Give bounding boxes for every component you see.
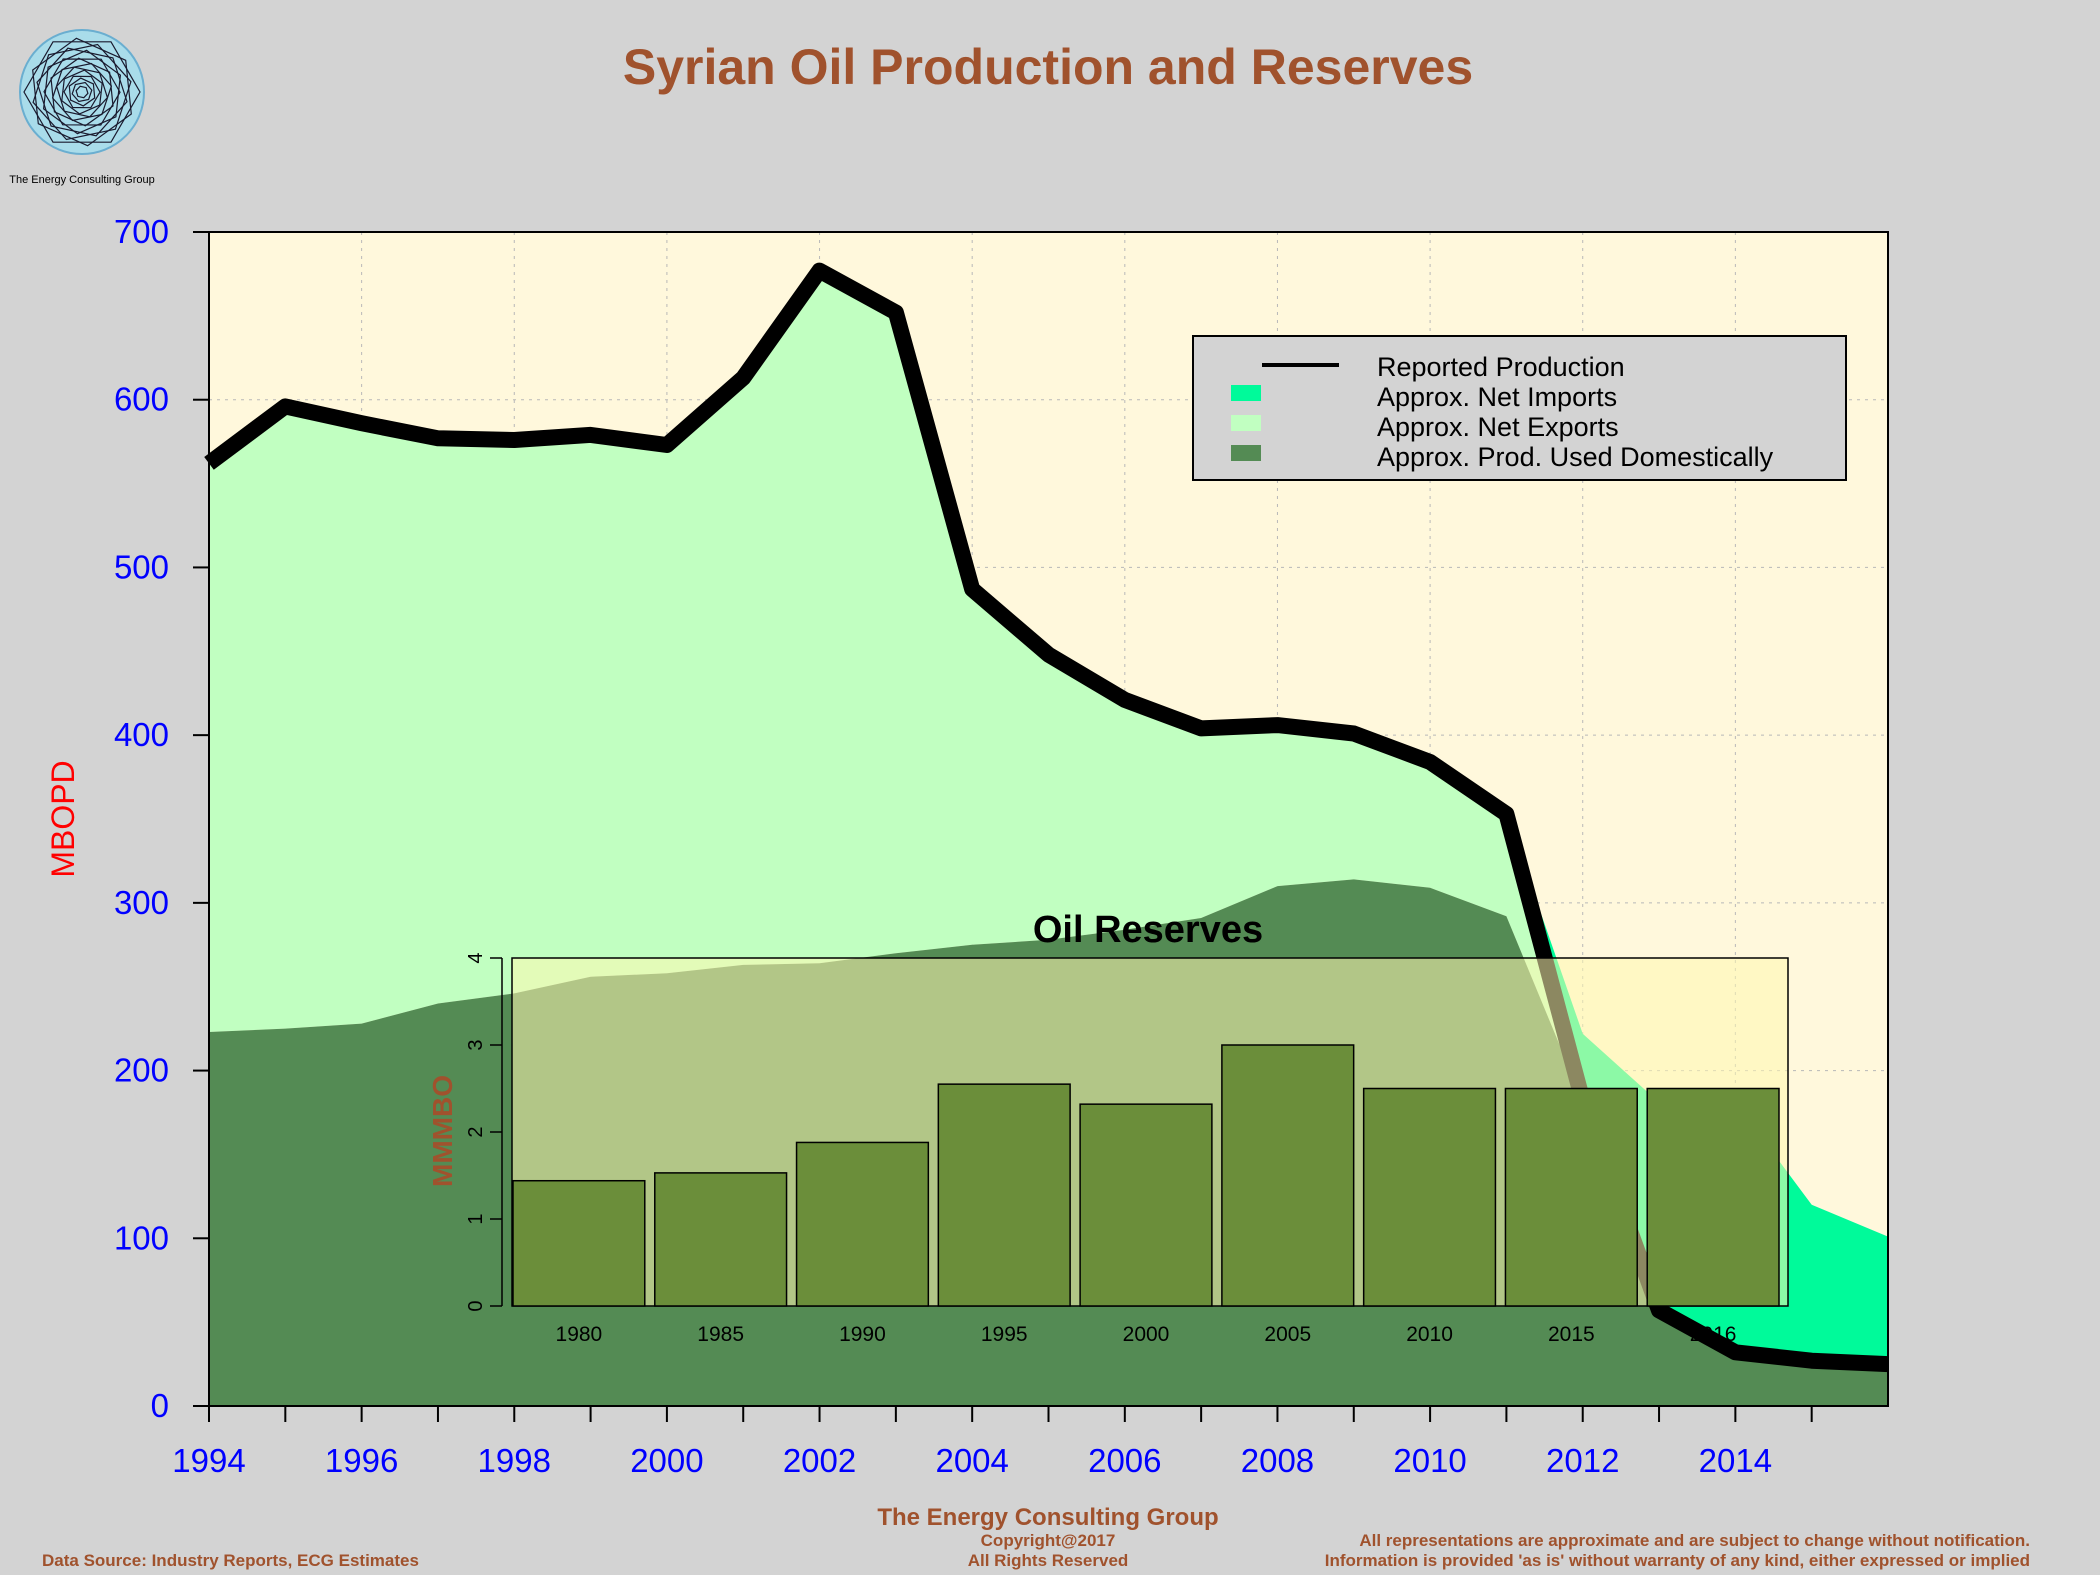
logo-spiral-ring <box>68 77 96 107</box>
inset-ylabel: MMMBO <box>427 1075 458 1187</box>
footer-copyright: Copyright@2017 <box>981 1531 1116 1550</box>
logo-caption: The Energy Consulting Group <box>9 174 155 186</box>
legend-swatch-domestic <box>1231 445 1261 461</box>
inset-x-tick-label: 2015 <box>1548 1323 1595 1346</box>
logo-spiral-ring <box>55 66 109 118</box>
y-tick-label: 700 <box>114 213 169 250</box>
inset-x-tick-label: 1985 <box>697 1323 744 1346</box>
reserve-bar <box>795 1141 930 1307</box>
reserve-bar <box>1221 1044 1355 1307</box>
x-tick-label: 2000 <box>630 1442 703 1479</box>
logo-spiral-ring <box>23 41 141 143</box>
reserve-bar <box>512 1179 646 1307</box>
area-net-exports <box>209 270 1888 1365</box>
inset-y-tick-label: 0 <box>465 1300 487 1311</box>
chart-title: Syrian Oil Production and Reserves <box>623 39 1473 95</box>
x-tick-label: 2002 <box>783 1442 856 1479</box>
y-tick-label: 300 <box>114 884 169 921</box>
inset-y-tick-label: 4 <box>465 952 487 963</box>
y-axis-label: MBOPD <box>45 760 81 877</box>
footer-source: Data Source: Industry Reports, ECG Estim… <box>42 1551 419 1570</box>
inset-x-tick-label: 1980 <box>556 1323 603 1346</box>
main-axes: 1994 1996 1998 2000 2002 2004 2006 2008 2010 2012… <box>114 213 1813 1479</box>
logo-spiral-ring <box>36 47 128 137</box>
x-tick-label: 2014 <box>1699 1442 1772 1479</box>
logo-spiral-ring <box>32 43 132 141</box>
legend-label-domestic: Approx. Prod. Used Domestically <box>1377 442 1774 472</box>
x-tick-label: 1994 <box>172 1442 245 1479</box>
inset-x-tick-label: 2016 <box>1690 1323 1737 1346</box>
y-tick-label: 200 <box>114 1052 169 1089</box>
inset-x-tick-label: 2010 <box>1406 1323 1453 1346</box>
x-tick-label: 1996 <box>325 1442 398 1479</box>
x-tick-label: 2008 <box>1241 1442 1314 1479</box>
reserve-bar <box>937 1083 1071 1307</box>
logo-spiral-ring <box>63 75 101 109</box>
legend-label-exports: Approx. Net Exports <box>1377 412 1619 442</box>
footer-disclaimer-1: All representations are approximate and … <box>1359 1531 2030 1550</box>
inset-y-tick-label: 3 <box>465 1039 487 1050</box>
inset-y-tick-label: 1 <box>465 1213 487 1224</box>
logo-spiral-ring <box>61 69 103 115</box>
logo-spiral-ring <box>43 58 121 126</box>
legend-box <box>1192 335 1847 481</box>
reserve-bar <box>1504 1087 1638 1307</box>
x-tick-label: 2004 <box>935 1442 1008 1479</box>
logo-spiral-ring <box>75 85 89 99</box>
legend-label-imports: Approx. Net Imports <box>1377 382 1617 412</box>
inset-x-tick-label: 2005 <box>1264 1323 1311 1346</box>
legend: Reported Production Approx. Net Imports … <box>1192 335 1847 481</box>
logo-spiral-ring <box>32 37 132 147</box>
y-tick-label: 0 <box>151 1387 169 1424</box>
legend-swatch-exports <box>1231 415 1261 431</box>
logo-spiral-ring <box>71 81 93 103</box>
footer-disclaimer-2: Information is provided 'as is' without … <box>1325 1551 2030 1570</box>
inset-x-tick-label: 1995 <box>981 1323 1028 1346</box>
inset-x-tick-label: 1990 <box>839 1323 886 1346</box>
legend-label-production: Reported Production <box>1377 352 1625 382</box>
inset-x-tick-label: 2000 <box>1123 1323 1170 1346</box>
reserve-bar <box>654 1172 788 1307</box>
x-tick-label: 2006 <box>1088 1442 1161 1479</box>
logo-spiral-ring <box>42 49 122 135</box>
inset-title: Oil Reserves <box>1033 909 1263 951</box>
logo-spiral-ring <box>50 57 114 127</box>
y-tick-label: 500 <box>114 548 169 585</box>
y-tick-label: 100 <box>114 1219 169 1256</box>
company-logo: The Energy Consulting Group <box>9 29 155 186</box>
x-tick-label: 2012 <box>1546 1442 1619 1479</box>
legend-swatch-imports <box>1231 385 1261 401</box>
y-tick-label: 600 <box>114 381 169 418</box>
reserves-inset: 1980 1985 1990 1995 2000 2005 2010 2015 2016 0 1 2 3… <box>465 952 1789 1346</box>
footer-company: The Energy Consulting Group <box>877 1504 1218 1531</box>
reserve-bar <box>1362 1087 1497 1307</box>
inset-y-tick-label: 2 <box>465 1126 487 1137</box>
x-tick-label: 1998 <box>478 1442 551 1479</box>
reserve-bar <box>1646 1087 1780 1307</box>
reserve-bar <box>1079 1103 1213 1307</box>
x-tick-label: 2010 <box>1393 1442 1466 1479</box>
footer-rights: All Rights Reserved <box>968 1551 1129 1570</box>
y-tick-label: 400 <box>114 716 169 753</box>
logo-spiral-ring <box>51 62 113 122</box>
